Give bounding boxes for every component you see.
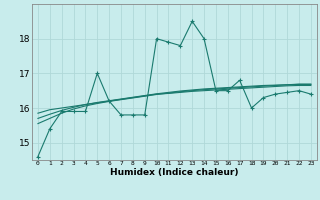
X-axis label: Humidex (Indice chaleur): Humidex (Indice chaleur) bbox=[110, 168, 239, 177]
